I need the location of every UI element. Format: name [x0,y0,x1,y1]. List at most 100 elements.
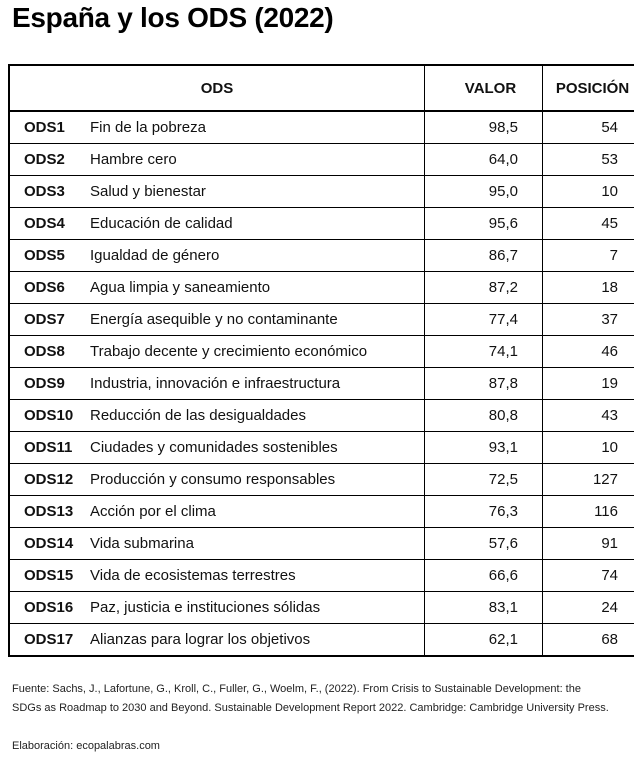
valor-cell: 80,8 [424,399,543,432]
posicion-cell: 116 [542,495,634,528]
posicion-cell: 10 [542,431,634,464]
ods-code: ODS17 [24,631,74,648]
ods-cell: ODS17 Alianzas para lograr los objetivos [8,623,425,656]
table-header-row: ODS VALOR POSICIÓN [8,65,634,112]
ods-cell: ODS6 Agua limpia y saneamiento [8,271,425,304]
table-row: ODS11 Ciudades y comunidades sostenibles 9… [8,431,634,464]
ods-name: Producción y consumo responsables [90,471,336,488]
ods-name: Vida submarina [90,535,194,552]
table-row: ODS1 Fin de la pobreza 98,5 54 [8,111,634,144]
ods-name: Paz, justicia e instituciones sólidas [90,599,321,616]
ods-cell: ODS10 Reducción de las desigualdades [8,399,425,432]
table-row: ODS13 Acción por el clima 76,3 116 [8,495,634,528]
table-row: ODS14 Vida submarina 57,6 91 [8,527,634,560]
ods-name: Energía asequible y no contaminante [90,311,338,328]
ods-cell: ODS3 Salud y bienestar [8,175,425,208]
posicion-cell: 19 [542,367,634,400]
posicion-cell: 53 [542,143,634,176]
source-note: Fuente: Sachs, J., Lafortune, G., Kroll,… [12,683,609,714]
ods-cell: ODS1 Fin de la pobreza [8,111,425,144]
ods-name: Trabajo decente y crecimiento económico [90,343,368,360]
posicion-cell: 54 [542,111,634,144]
valor-cell: 87,8 [424,367,543,400]
ods-cell: ODS16 Paz, justicia e instituciones sólid… [8,591,425,624]
valor-cell: 64,0 [424,143,543,176]
ods-name: Hambre cero [90,151,177,168]
posicion-cell: 18 [542,271,634,304]
ods-name: Ciudades y comunidades sostenibles [90,439,338,456]
ods-name: Reducción de las desigualdades [90,407,306,424]
posicion-cell: 7 [542,239,634,272]
table-row: ODS12 Producción y consumo responsables 72… [8,463,634,496]
valor-cell: 66,6 [424,559,543,592]
valor-cell: 57,6 [424,527,543,560]
ods-code: ODS9 [24,375,65,392]
table-row: ODS7 Energía asequible y no contaminante 7… [8,303,634,336]
valor-cell: 72,5 [424,463,543,496]
ods-name: Salud y bienestar [90,183,206,200]
posicion-cell: 43 [542,399,634,432]
table-row: ODS8 Trabajo decente y crecimiento económ… [8,335,634,368]
valor-cell: 62,1 [424,623,543,656]
ods-cell: ODS8 Trabajo decente y crecimiento económ… [8,335,425,368]
ods-code: ODS6 [24,279,65,296]
table-row: ODS3 Salud y bienestar 95,0 10 [8,175,634,208]
valor-cell: 98,5 [424,111,543,144]
posicion-cell: 91 [542,527,634,560]
table-row: ODS5 Igualdad de género 86,7 7 [8,239,634,272]
ods-code: ODS2 [24,151,65,168]
table-row: ODS4 Educación de calidad 95,6 45 [8,207,634,240]
ods-cell: ODS9 Industria, innovación e infraestruct… [8,367,425,400]
valor-cell: 86,7 [424,239,543,272]
header-posicion: POSICIÓN [542,65,634,112]
table-row: ODS2 Hambre cero 64,0 53 [8,143,634,176]
ods-name: Industria, innovación e infraestructura [90,375,341,392]
posicion-cell: 68 [542,623,634,656]
ods-code: ODS3 [24,183,65,200]
posicion-cell: 37 [542,303,634,336]
valor-cell: 74,1 [424,335,543,368]
credit-note: Elaboración: ecopalabras.com [12,740,160,752]
header-valor: VALOR [424,65,543,112]
ods-cell: ODS2 Hambre cero [8,143,425,176]
ods-cell: ODS14 Vida submarina [8,527,425,560]
ods-code: ODS13 [24,503,74,520]
valor-cell: 77,4 [424,303,543,336]
ods-code: ODS5 [24,247,65,264]
valor-cell: 95,0 [424,175,543,208]
valor-cell: 83,1 [424,591,543,624]
table-row: ODS17 Alianzas para lograr los objetivos 6… [8,623,634,656]
table-row: ODS10 Reducción de las desigualdades 80,8 4… [8,399,634,432]
ods-code: ODS15 [24,567,74,584]
valor-cell: 76,3 [424,495,543,528]
header-ods: ODS [8,65,425,112]
ods-name: Fin de la pobreza [90,119,206,136]
valor-cell: 95,6 [424,207,543,240]
ods-name: Educación de calidad [90,215,233,232]
table-row: ODS6 Agua limpia y saneamiento 87,2 18 [8,271,634,304]
table-row: ODS15 Vida de ecosistemas terrestres 66,6 7… [8,559,634,592]
posicion-cell: 24 [542,591,634,624]
ods-code: ODS10 [24,407,74,424]
posicion-cell: 127 [542,463,634,496]
ods-code: ODS7 [24,311,65,328]
ods-code: ODS11 [24,439,73,456]
ods-cell: ODS15 Vida de ecosistemas terrestres [8,559,425,592]
ods-code: ODS4 [24,215,65,232]
ods-code: ODS1 [24,119,65,136]
ods-code: ODS12 [24,471,74,488]
ods-name: Igualdad de género [90,247,220,264]
ods-code: ODS14 [24,535,74,552]
table-row: ODS9 Industria, innovación e infraestruct… [8,367,634,400]
page-title: España y los ODS (2022) [12,2,334,33]
ods-name: Agua limpia y saneamiento [90,279,271,296]
table-body: ODS1 Fin de la pobreza 98,5 54 ODS2 Hambre ce… [8,111,634,656]
posicion-cell: 74 [542,559,634,592]
ods-cell: ODS5 Igualdad de género [8,239,425,272]
table-row: ODS16 Paz, justicia e instituciones sólid… [8,591,634,624]
ods-code: ODS16 [24,599,74,616]
ods-cell: ODS11 Ciudades y comunidades sostenibles [8,431,425,464]
ods-name: Vida de ecosistemas terrestres [90,567,296,584]
valor-cell: 87,2 [424,271,543,304]
ods-cell: ODS12 Producción y consumo responsables [8,463,425,496]
